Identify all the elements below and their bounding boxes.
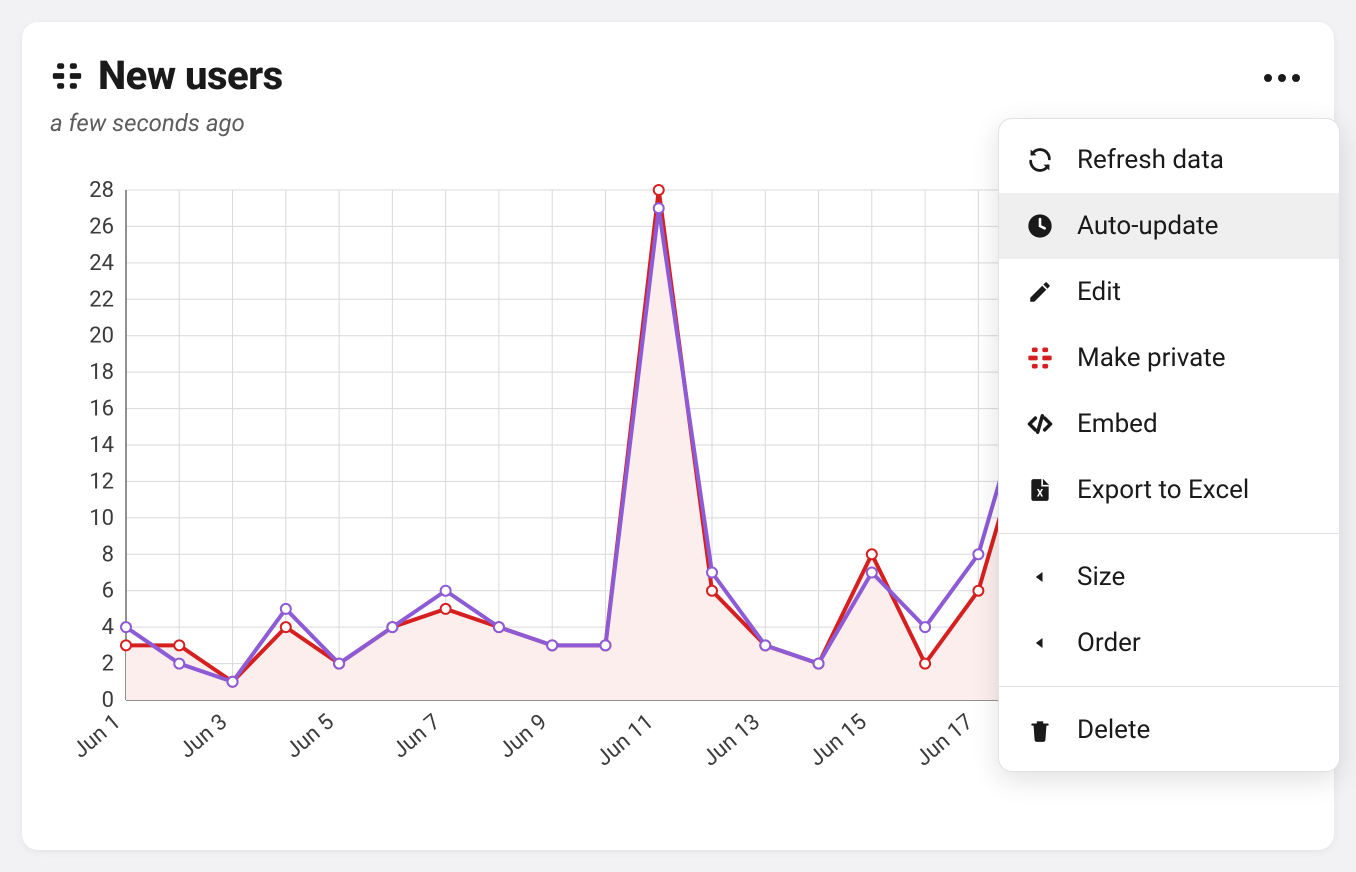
svg-text:Jun 7: Jun 7 <box>388 709 446 763</box>
svg-text:12: 12 <box>89 469 114 494</box>
title-row: New users <box>50 52 1306 99</box>
excel-icon: X <box>1025 475 1055 505</box>
menu-item-label: Embed <box>1077 409 1158 439</box>
svg-text:16: 16 <box>89 397 114 422</box>
globe-icon <box>50 59 84 93</box>
trash-icon <box>1025 715 1055 745</box>
clock-icon <box>1025 211 1055 241</box>
menu-item-edit[interactable]: Edit <box>999 259 1339 325</box>
globe-icon <box>1025 343 1055 373</box>
chart-card: New users a few seconds ago 024681012141… <box>22 22 1334 850</box>
code-icon <box>1025 409 1055 439</box>
svg-text:Jun 9: Jun 9 <box>494 709 552 763</box>
svg-text:14: 14 <box>89 433 114 458</box>
menu-item-make-private[interactable]: Make private <box>999 325 1339 391</box>
menu-item-size[interactable]: Size <box>999 544 1339 610</box>
svg-text:0: 0 <box>102 688 114 713</box>
svg-text:Jun 15: Jun 15 <box>805 709 872 771</box>
svg-text:28: 28 <box>89 180 114 203</box>
menu-item-label: Export to Excel <box>1077 475 1249 505</box>
svg-text:Jun 1: Jun 1 <box>68 709 126 763</box>
pencil-icon <box>1025 277 1055 307</box>
caret-left-icon <box>1025 562 1055 592</box>
svg-text:Jun 11: Jun 11 <box>591 709 658 771</box>
ellipsis-icon <box>1264 74 1272 82</box>
menu-item-refresh[interactable]: Refresh data <box>999 127 1339 193</box>
menu-divider <box>999 533 1339 534</box>
svg-text:2: 2 <box>102 652 114 677</box>
menu-divider <box>999 686 1339 687</box>
menu-item-label: Auto-update <box>1077 211 1218 241</box>
svg-text:20: 20 <box>89 324 114 349</box>
svg-text:10: 10 <box>89 506 114 531</box>
svg-text:18: 18 <box>89 360 114 385</box>
svg-text:X: X <box>1037 489 1044 500</box>
menu-item-label: Size <box>1077 562 1125 592</box>
svg-text:Jun 17: Jun 17 <box>911 709 978 771</box>
card-title: New users <box>98 52 283 99</box>
menu-item-embed[interactable]: Embed <box>999 391 1339 457</box>
svg-text:24: 24 <box>89 251 114 276</box>
caret-left-icon <box>1025 628 1055 658</box>
menu-item-auto-update[interactable]: Auto-update <box>999 193 1339 259</box>
menu-item-label: Delete <box>1077 715 1150 745</box>
svg-text:Jun 13: Jun 13 <box>698 709 765 771</box>
svg-text:26: 26 <box>89 214 114 239</box>
svg-text:8: 8 <box>102 542 114 567</box>
svg-text:Jun 5: Jun 5 <box>281 709 339 763</box>
menu-item-export-excel[interactable]: X Export to Excel <box>999 457 1339 523</box>
menu-item-order[interactable]: Order <box>999 610 1339 676</box>
svg-text:4: 4 <box>102 615 114 640</box>
refresh-icon <box>1025 145 1055 175</box>
menu-item-delete[interactable]: Delete <box>999 697 1339 763</box>
menu-item-label: Edit <box>1077 277 1121 307</box>
menu-item-label: Refresh data <box>1077 145 1224 175</box>
menu-item-label: Order <box>1077 628 1141 658</box>
svg-text:Jun 3: Jun 3 <box>175 709 233 763</box>
svg-text:22: 22 <box>89 287 114 312</box>
menu-item-label: Make private <box>1077 343 1226 373</box>
svg-text:6: 6 <box>102 579 114 604</box>
more-button[interactable] <box>1258 62 1306 94</box>
context-menu: Refresh data Auto-update Edit <box>998 118 1340 772</box>
